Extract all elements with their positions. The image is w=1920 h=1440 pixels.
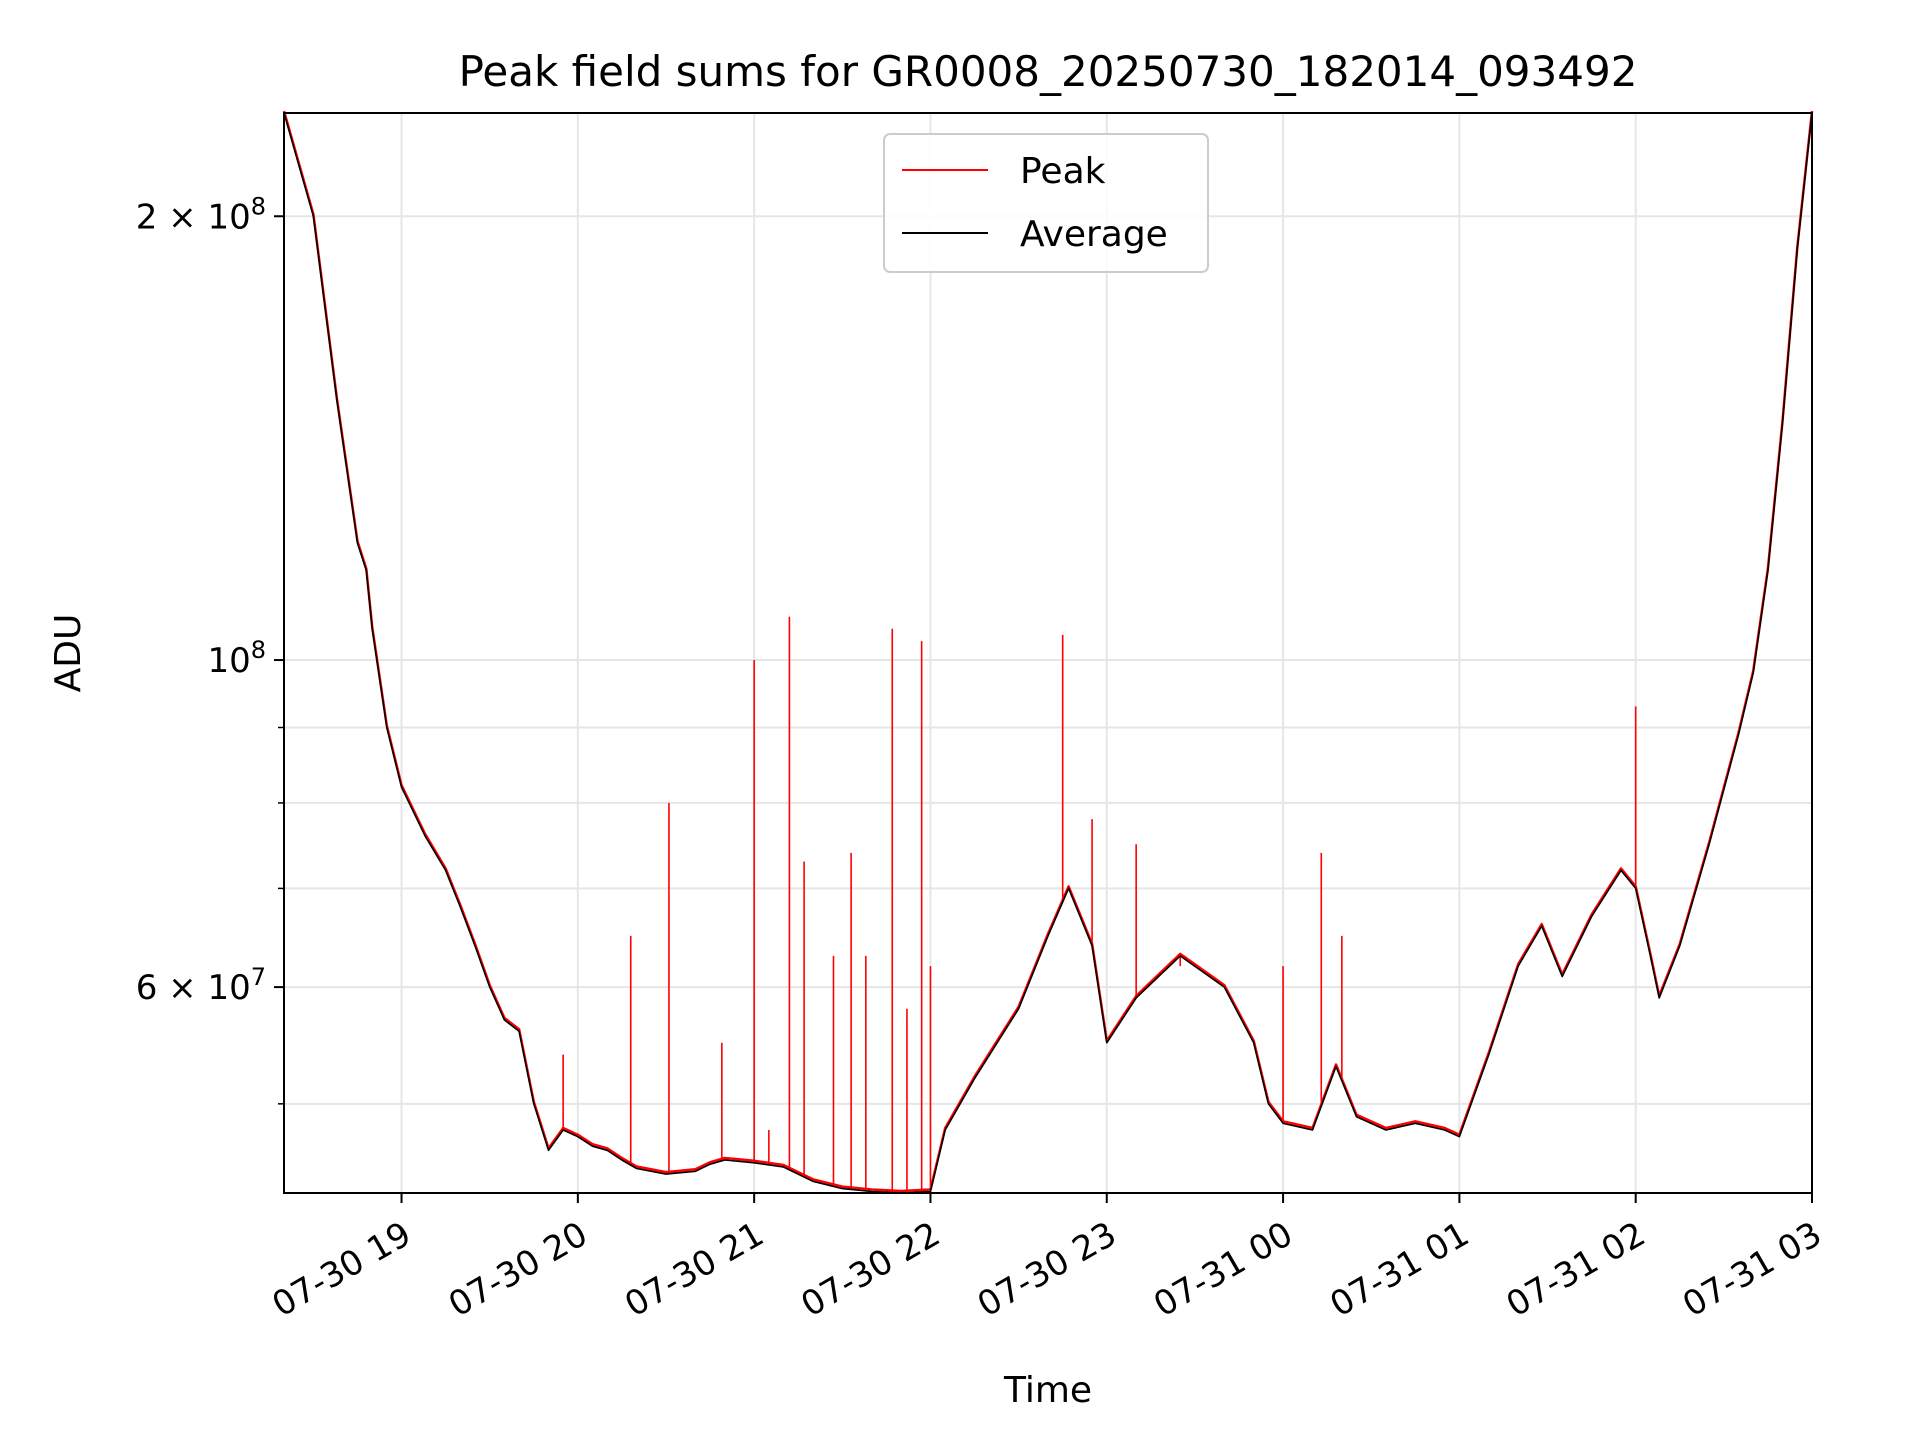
y-axis-label: ADU [48, 614, 89, 693]
series-line-average [283, 112, 1813, 1194]
legend-label-peak: Peak [1020, 151, 1106, 192]
y-tick-label: 6 × 107 [136, 963, 266, 1008]
plot-frame [283, 112, 1813, 1194]
legend: Peak Average [883, 133, 1209, 273]
legend-label-average: Average [1020, 214, 1168, 255]
series-lines [282, 110, 1814, 1194]
x-axis-label: Time [1003, 1370, 1092, 1411]
legend-box [883, 133, 1209, 273]
y-tick-label: 2 × 108 [136, 192, 266, 237]
chart-title: Peak field sums for GR0008_20250730_1820… [459, 47, 1638, 96]
